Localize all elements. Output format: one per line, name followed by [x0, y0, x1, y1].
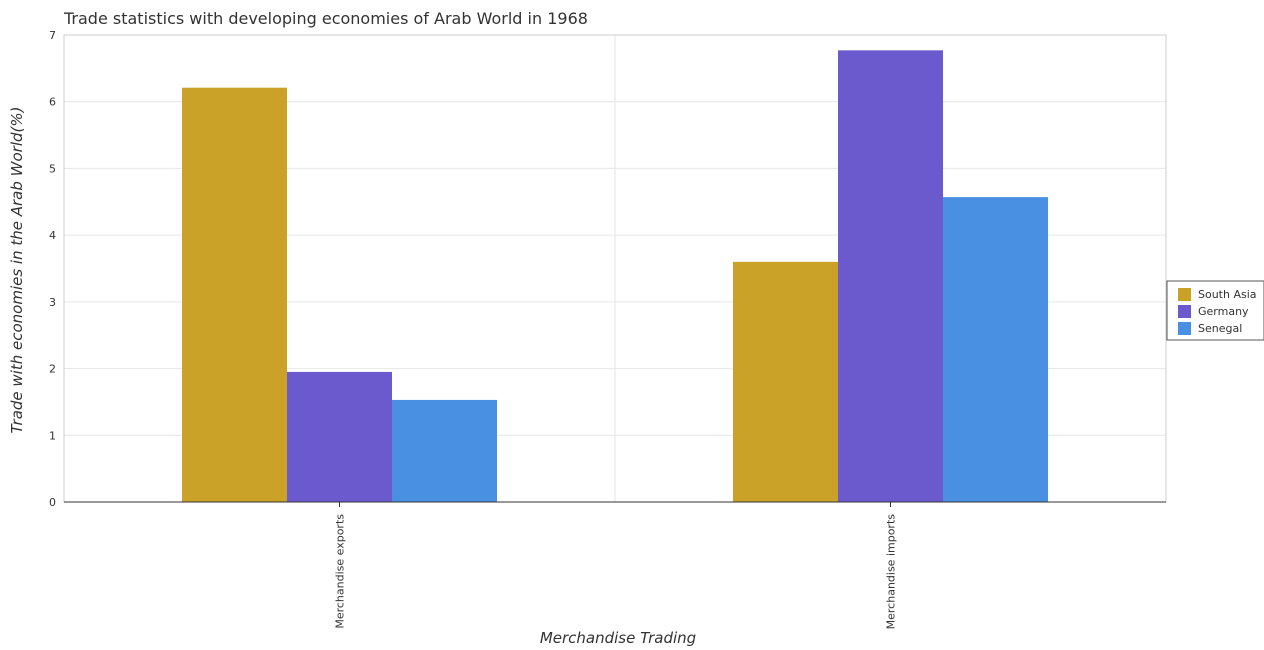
legend-label: South Asia: [1198, 288, 1257, 301]
bar-germany: [838, 50, 943, 502]
x-category-label: Merchandise imports: [885, 514, 898, 630]
legend-label: Germany: [1198, 305, 1249, 318]
y-tick-label: 3: [49, 296, 56, 309]
bar-senegal: [392, 399, 497, 502]
x-axis-categories: Merchandise exports Merchandise imports: [64, 501, 1166, 630]
chart-title: Trade statistics with developing economi…: [63, 9, 588, 28]
legend-label: Senegal: [1198, 322, 1242, 335]
y-tick-label: 1: [49, 429, 56, 442]
bar-senegal: [943, 197, 1048, 502]
legend-swatch: [1178, 322, 1191, 335]
y-tick-label: 5: [49, 162, 56, 175]
y-axis-label: Trade with economies in the Arab World(%…: [8, 107, 26, 434]
bars: [182, 50, 1048, 502]
y-tick-label: 6: [49, 96, 56, 109]
bar-south-asia: [182, 87, 287, 502]
legend: South Asia Germany Senegal: [1166, 280, 1264, 341]
y-tick-label: 0: [49, 496, 56, 509]
y-axis-ticks: 0 1 2 3 4 5 6 7: [49, 29, 56, 509]
bar-south-asia: [733, 261, 838, 502]
y-tick-label: 7: [49, 29, 56, 42]
y-tick-label: 4: [49, 229, 56, 242]
x-axis-label: Merchandise Trading: [540, 629, 696, 647]
legend-swatch: [1178, 288, 1191, 301]
bar-germany: [287, 371, 392, 502]
legend-swatch: [1178, 305, 1191, 318]
x-category-label: Merchandise exports: [334, 514, 347, 629]
y-tick-label: 2: [49, 363, 56, 376]
